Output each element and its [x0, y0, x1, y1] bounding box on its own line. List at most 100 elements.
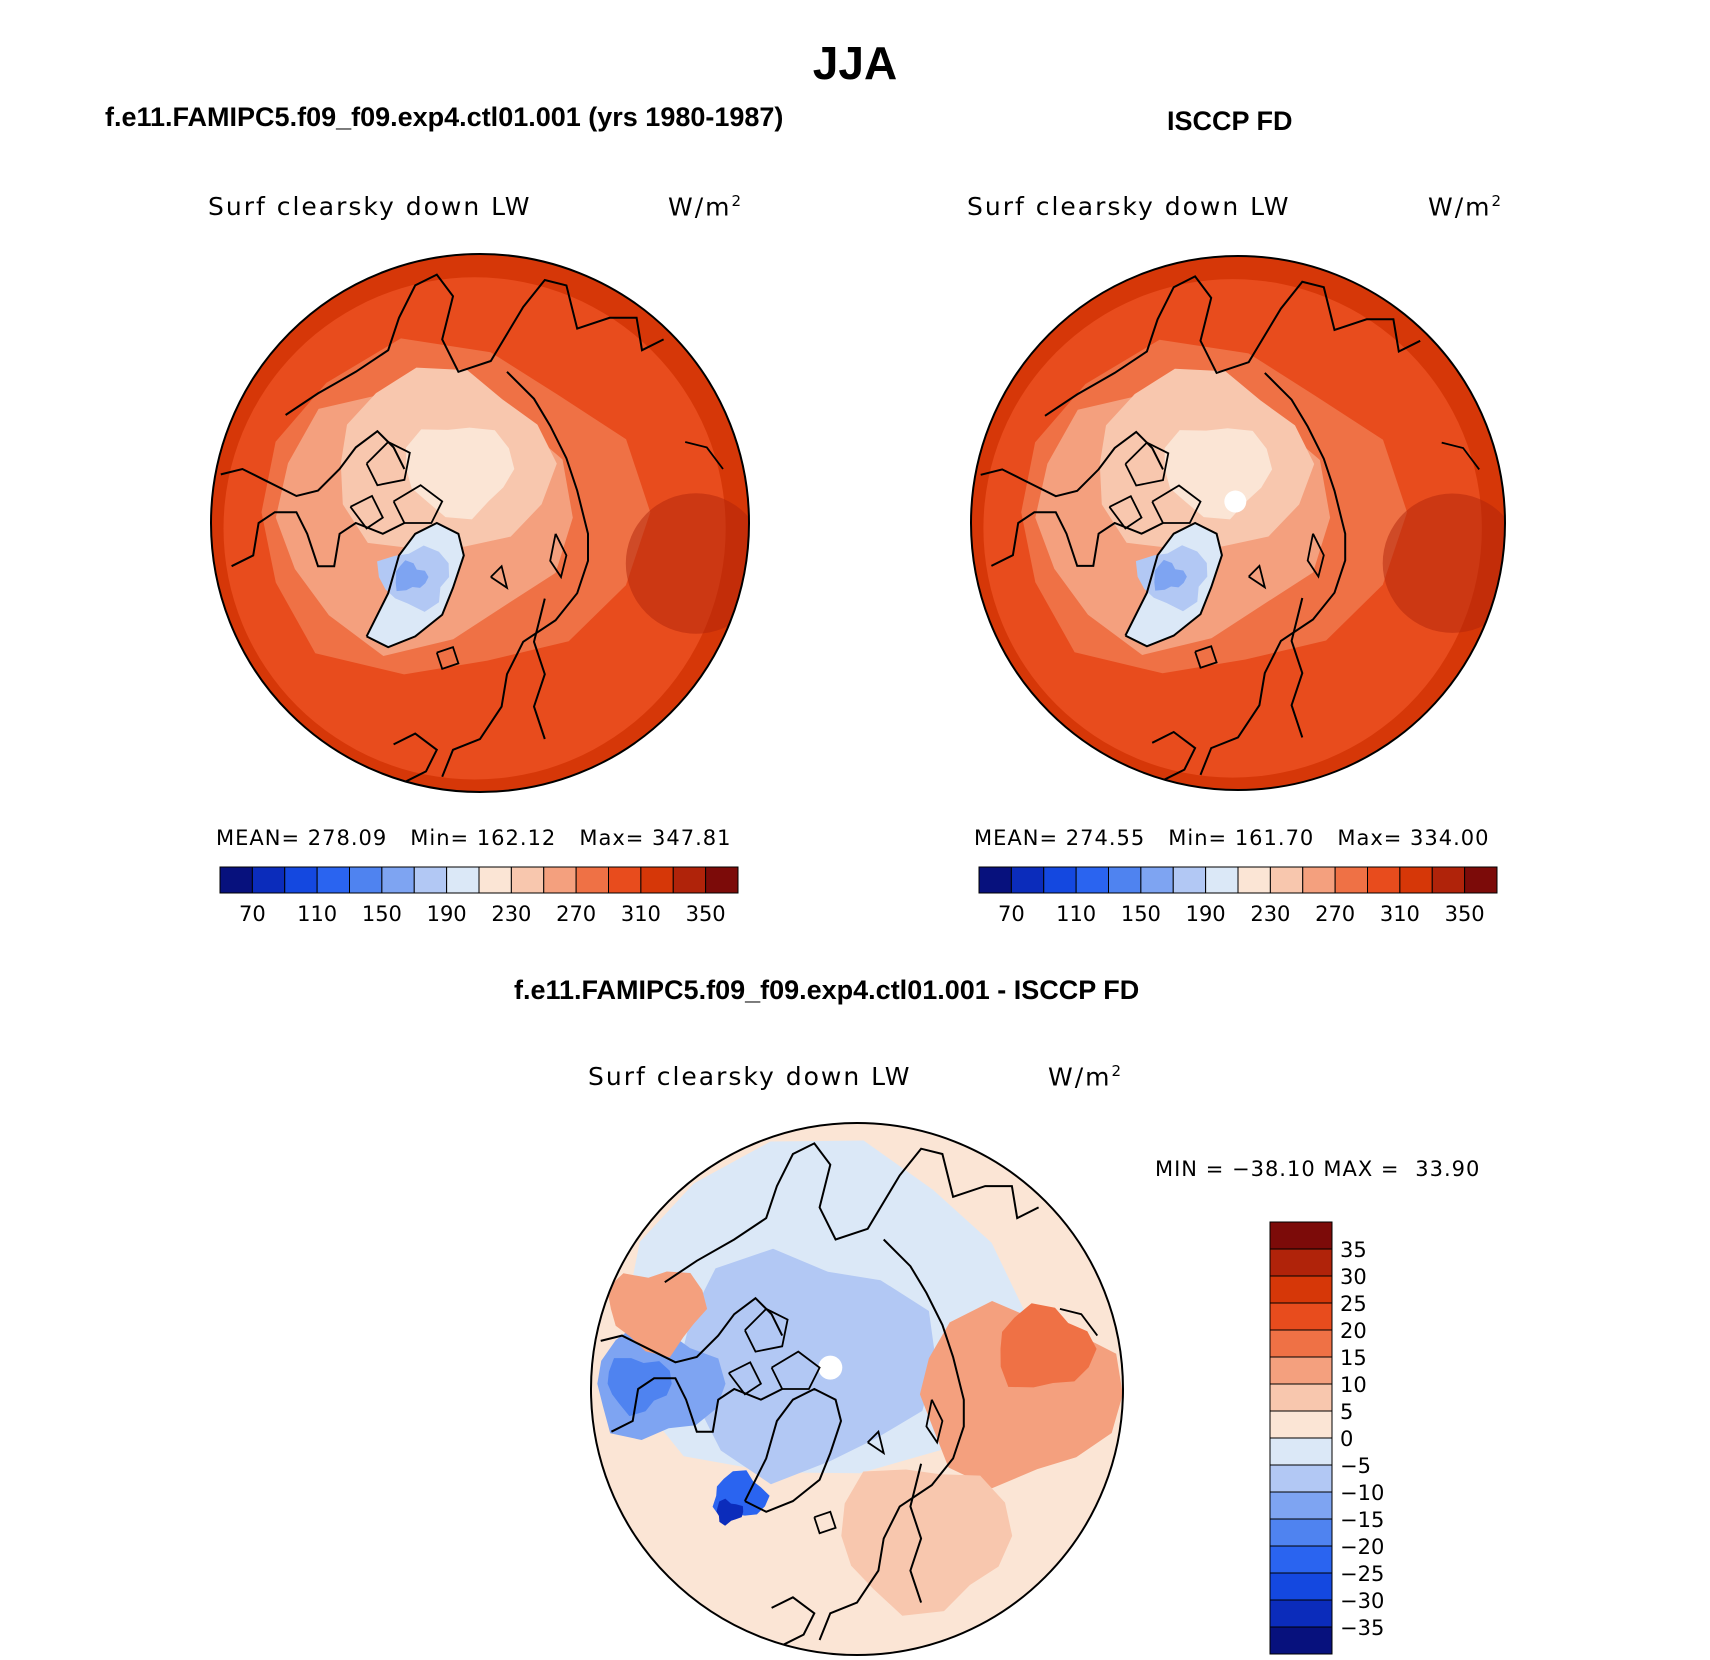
coastline-2 — [990, 511, 1164, 567]
colorbar-tick-label: 350 — [1445, 902, 1485, 926]
coastline-3 — [441, 371, 589, 778]
panel-2-units: W/m2 — [1428, 192, 1504, 222]
coastline-island-4 — [867, 1429, 886, 1456]
colorbar-box-6 — [413, 866, 448, 894]
colorbar-box-0 — [978, 866, 1012, 894]
panel-3-colorbar: 35 30 25 20 15 10 5 0 −5 −10 −15 −20 −25 −30 −35 — [1269, 1221, 1384, 1655]
colorbar-box-8 — [1269, 1437, 1333, 1466]
coastline-2 — [610, 1377, 783, 1433]
field-band-5-10 — [841, 1469, 1013, 1616]
coastline-island-5 — [813, 1510, 837, 1535]
panel-1-colorbar: 70 110 150 190 230 270 310 350 — [219, 866, 739, 926]
coastline-island-6 — [1059, 1308, 1099, 1337]
colorbar-tick-label: 150 — [362, 902, 402, 926]
coastline-2 — [231, 511, 405, 568]
panel-1-units: W/m2 — [668, 192, 744, 222]
colorbar-box-3 — [1269, 1302, 1333, 1331]
field-band-15-20 — [1000, 1303, 1097, 1388]
colorbar-tick-label: 150 — [1121, 902, 1161, 926]
field-band-210-230 — [1164, 428, 1273, 520]
panel-3-units: W/m2 — [1048, 1062, 1124, 1092]
coastline-3 — [1199, 372, 1347, 776]
colorbar-box-1 — [1010, 866, 1045, 894]
panel-3-max-label: MAX = — [1323, 1157, 1400, 1181]
panel-3-title: f.e11.FAMIPC5.f09_f09.exp4.ctl01.001 - I… — [514, 975, 1140, 1005]
colorbar-box-15 — [1464, 866, 1498, 894]
coastline-5 — [1151, 730, 1197, 782]
colorbar-box-13 — [1399, 866, 1433, 894]
field-band-330-350 — [625, 493, 749, 634]
colorbar-box-11 — [575, 866, 609, 894]
colorbar-box-4 — [1269, 1329, 1333, 1358]
colorbar-box-13 — [1269, 1572, 1333, 1601]
colorbar-tick-label: 190 — [1186, 902, 1226, 926]
panel-2-title: ISCCP FD — [1167, 106, 1293, 136]
panel-3-min-label: MIN = — [1155, 1157, 1225, 1181]
colorbar-box-15 — [1269, 1626, 1333, 1655]
colorbar-tick-label: −25 — [1340, 1562, 1384, 1586]
colorbar-box-14 — [1269, 1599, 1333, 1628]
field-band-greenland-150-170 — [1154, 559, 1187, 591]
colorbar-box-7 — [1205, 866, 1239, 894]
coastline-island-3 — [1306, 533, 1325, 579]
coastline-island-0 — [744, 1307, 789, 1353]
colorbar-box-12 — [1269, 1545, 1333, 1574]
pole-missing-data — [1224, 490, 1247, 513]
colorbar-box-2 — [1043, 866, 1077, 894]
colorbar-tick-label: −30 — [1340, 1589, 1384, 1613]
coastline-4 — [532, 598, 546, 740]
colorbar-box-8 — [478, 866, 512, 894]
panel-1-stats: MEAN= 278.09 Min= 162.12 Max= 347.81 — [216, 826, 732, 850]
map-boundary — [970, 255, 1506, 791]
coastline-0 — [285, 273, 665, 416]
coastline-island-5 — [1194, 645, 1218, 669]
colorbar-box-1 — [251, 866, 286, 894]
colorbar-tick-label: 30 — [1340, 1265, 1367, 1289]
colorbar-box-9 — [1269, 1464, 1333, 1493]
panel-2-variable: Surf clearsky down LW — [967, 192, 1291, 221]
colorbar-tick-label: 20 — [1340, 1319, 1367, 1343]
colorbar-box-11 — [1269, 1518, 1333, 1547]
colorbar-box-1 — [1269, 1248, 1333, 1277]
pole-missing-data — [818, 1355, 843, 1380]
colorbar-box-8 — [1237, 866, 1271, 894]
colorbar-box-4 — [1108, 866, 1142, 894]
panel-3-max-value: 33.90 — [1415, 1157, 1481, 1181]
coastline-island-4 — [490, 564, 509, 590]
panel-3-variable: Surf clearsky down LW — [588, 1062, 912, 1091]
coastline-island-2 — [349, 494, 384, 530]
colorbar-tick-label: 110 — [1056, 902, 1096, 926]
colorbar-box-3 — [316, 866, 350, 894]
colorbar-box-15 — [705, 866, 739, 894]
coastline-island-0 — [1124, 441, 1170, 487]
colorbar-tick-label: 70 — [998, 902, 1025, 926]
panel-2-max-value: 334.00 — [1410, 826, 1490, 850]
coastline-greenland — [744, 1387, 843, 1513]
colorbar-box-5 — [1140, 866, 1174, 894]
colorbar-box-3 — [1075, 866, 1109, 894]
panel-2-min-label: Min= — [1168, 826, 1228, 850]
colorbar-box-14 — [1431, 866, 1466, 894]
coastline-4 — [909, 1463, 923, 1603]
colorbar-tick-label: −15 — [1340, 1508, 1384, 1532]
colorbar-box-9 — [510, 866, 545, 894]
coastline-island-3 — [549, 533, 568, 580]
colorbar-box-6 — [1269, 1383, 1333, 1412]
field-band-greenland-150-170 — [395, 560, 429, 592]
colorbar-box-2 — [1269, 1275, 1333, 1304]
colorbar-box-7 — [1269, 1410, 1333, 1439]
colorbar-box-5 — [381, 866, 415, 894]
panel-1-variable: Surf clearsky down LW — [208, 192, 532, 221]
colorbar-tick-label: −10 — [1340, 1481, 1384, 1505]
coastline-0 — [1044, 275, 1421, 417]
panel-3-stats: MIN = −38.10 MAX = 33.90 — [1155, 1157, 1480, 1181]
field-band-west-10-15 — [607, 1271, 708, 1358]
colorbar-box-10 — [543, 866, 577, 894]
coastline-island-0 — [365, 440, 411, 487]
coastline-1 — [220, 429, 406, 498]
colorbar-box-10 — [1302, 866, 1336, 894]
colorbar-box-5 — [1269, 1356, 1333, 1385]
figure-title: JJA — [812, 37, 898, 89]
colorbar-box-0 — [219, 866, 253, 894]
coastline-greenland — [1124, 521, 1223, 648]
